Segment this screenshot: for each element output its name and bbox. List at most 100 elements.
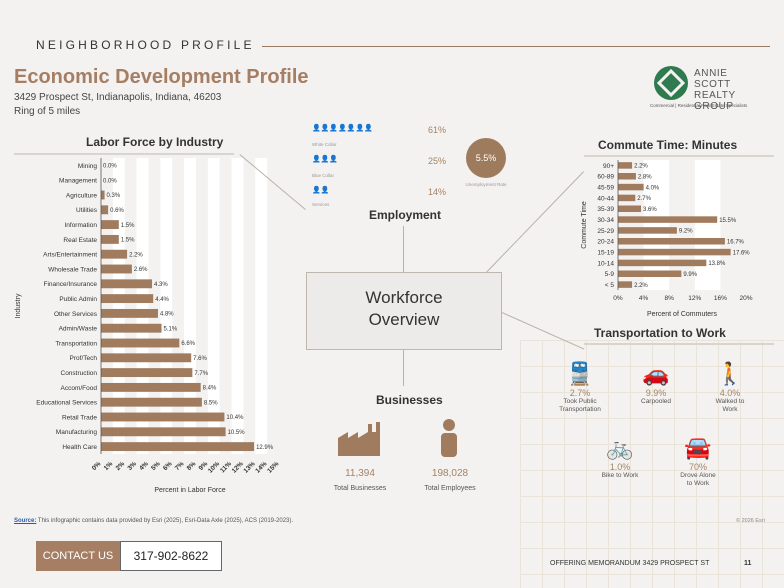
chart-grid-band [136, 158, 149, 454]
bar-value-label: 0.0% [103, 178, 117, 184]
bar-value-label: 16.7% [727, 239, 745, 245]
chart-grid-band [255, 158, 268, 454]
white-collar-pct: 61% [428, 125, 447, 135]
transport-carpool-label: Carpooled [641, 398, 671, 405]
document-name: OFFERING MEMORANDUM 3429 PROSPECT ST [550, 560, 710, 567]
logo-name-line2: REALTY GROUP [694, 90, 736, 112]
category-label: 30-34 [597, 217, 614, 224]
phone-number[interactable]: 317-902-8622 [120, 541, 222, 571]
category-label: Mining [78, 163, 98, 170]
services-label: Services [312, 202, 330, 207]
page-title: Economic Development Profile [14, 66, 309, 88]
x-tick-label: 8% [664, 295, 674, 302]
bar [101, 308, 158, 318]
bar-value-label: 4.4% [155, 297, 169, 303]
bar [101, 190, 105, 200]
bar [618, 194, 636, 202]
category-label: 5-9 [605, 271, 615, 278]
logo-name: ANNIE SCOTT REALTY GROUP [694, 68, 764, 112]
transport-public-pct: 2.7% [569, 388, 591, 398]
category-label: 10-14 [597, 260, 614, 267]
x-axis-label: Percent of Commuters [647, 311, 718, 318]
source-note: Source: This infographic contains data p… [14, 518, 293, 524]
white-collar-icons: 👤👤👤👤👤👤👤 [312, 125, 374, 132]
bar [101, 264, 132, 274]
bar-value-label: 7.6% [193, 356, 207, 362]
x-tick-label: 12% [231, 460, 245, 474]
car-side-icon: 🚘 [684, 435, 712, 460]
category-label: 90+ [603, 163, 614, 170]
chart-grid-band [207, 158, 220, 454]
category-label: 60-89 [597, 174, 614, 181]
x-tick-label: 13% [243, 460, 257, 474]
x-axis-label: Percent in Labor Force [154, 487, 225, 494]
bar-value-label: 12.9% [256, 445, 274, 451]
chart-grid-band [160, 158, 173, 454]
bar [101, 323, 162, 333]
category-label: Retail Trade [62, 414, 97, 421]
transport-walk: 🚶 4.0% Walked to Work [690, 360, 770, 414]
chart-grid-band [643, 160, 670, 290]
total-employees-label: Total Employees [424, 485, 476, 492]
car-icon: 🚗 [642, 361, 670, 386]
bar [618, 216, 718, 223]
bar [101, 368, 193, 378]
x-tick-label: 0% [613, 295, 623, 302]
logo-tagline: Commercial | Residential Real Estate Spe… [650, 103, 748, 108]
employment-title: Employment [369, 208, 442, 222]
transport-drive: 🚘 70% Drove Alone to Work [658, 434, 738, 488]
category-label: Agriculture [66, 192, 97, 199]
chart-grid-band [184, 158, 196, 454]
category-label: Wholesale Trade [48, 266, 97, 273]
bar-value-label: 2.2% [634, 283, 648, 289]
category-label: Public Admin [59, 296, 97, 303]
contact-us-button[interactable]: CONTACT US [36, 541, 120, 571]
bar [618, 162, 633, 169]
category-label: Arts/Entertainment [43, 252, 97, 259]
total-employees-value: 198,028 [431, 468, 469, 479]
category-label: 25-29 [597, 228, 614, 235]
workforce-overview-box: Workforce Overview [306, 272, 502, 350]
commute-chart-title: Commute Time: Minutes [598, 138, 738, 152]
bar [618, 270, 682, 277]
source-link[interactable]: Source: [14, 518, 37, 524]
bar-value-label: 8.4% [203, 386, 217, 392]
bar-value-label: 0.3% [107, 193, 121, 199]
employee-icon [441, 419, 457, 457]
bar-value-label: 4.0% [646, 185, 660, 191]
x-tick-label: 7% [174, 460, 186, 472]
transport-carpool: 🚗 9.9% Carpooled [616, 360, 696, 406]
transport-drive-label2: to Work [686, 480, 710, 487]
x-tick-label: 10% [207, 460, 221, 474]
bar [618, 281, 633, 288]
x-tick-label: 14% [254, 460, 268, 474]
x-tick-label: 0% [91, 460, 103, 472]
bar [101, 205, 109, 215]
category-label: 40-44 [597, 195, 614, 202]
category-label: Admin/Waste [59, 326, 98, 333]
bar-value-label: 8.5% [204, 400, 218, 406]
category-label: Finance/Insurance [44, 281, 98, 288]
bar [101, 220, 119, 230]
category-label: Construction [61, 370, 98, 377]
bar-value-label: 13.8% [708, 261, 726, 267]
bar [101, 338, 180, 348]
labor-title-underline [14, 153, 234, 155]
category-label: Management [59, 178, 97, 185]
connector-businesses [403, 350, 404, 386]
transport-bike-label: Bike to Work [601, 472, 639, 479]
bar-value-label: 6.6% [181, 341, 195, 347]
x-tick-label: 6% [162, 460, 174, 472]
y-axis-label: Commute Time [581, 201, 588, 249]
x-tick-label: 5% [150, 460, 162, 472]
bar-value-label: 3.6% [643, 207, 657, 213]
white-collar-label: White Collar [312, 142, 337, 147]
labor-force-chart: Mining 0.0% Management 0.0% Agriculture 0.3% U… [15, 158, 281, 494]
bar [618, 259, 707, 267]
category-label: Prof/Tech [70, 355, 98, 362]
logo-name-line1: ANNIE SCOTT [694, 68, 731, 90]
x-tick-label: 11% [219, 460, 233, 474]
bar-value-label: 4.8% [160, 312, 174, 318]
chart-grid-band [694, 160, 721, 290]
chart-grid-band [231, 158, 244, 454]
